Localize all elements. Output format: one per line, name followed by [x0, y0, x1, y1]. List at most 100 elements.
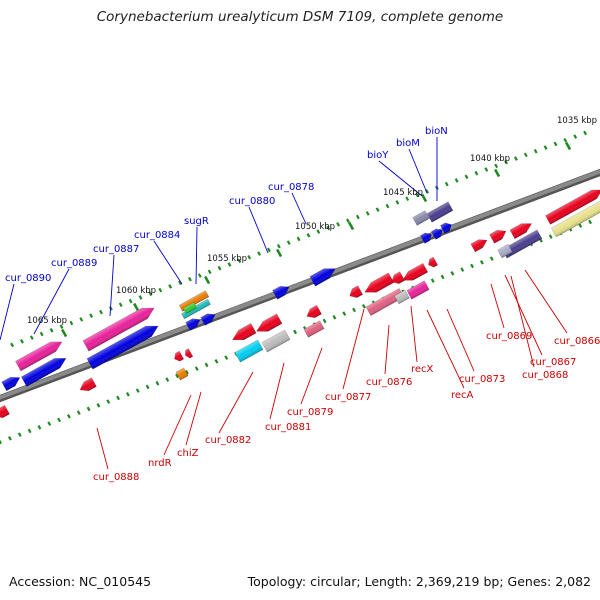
label-cur_0866: cur_0866: [554, 336, 600, 347]
leader-line: [426, 309, 465, 389]
label-cur_0881: cur_0881: [265, 422, 311, 433]
label-cur_0878: cur_0878: [268, 182, 314, 193]
leader-line: [0, 283, 15, 341]
gene-bioN: [426, 201, 454, 223]
scale-tick: [583, 130, 588, 136]
leader-line: [185, 391, 202, 446]
scale-tick: [118, 302, 123, 308]
major-tick: [494, 168, 501, 178]
gene-cur-0887-b: [86, 325, 159, 370]
scale-tick: [267, 247, 271, 253]
label-recX: recX: [411, 364, 434, 375]
scale-tick: [29, 335, 34, 340]
gene-edge: [0, 404, 10, 419]
major-tick: [204, 275, 211, 285]
scale-tick: [148, 291, 153, 297]
scale-tick: [588, 219, 593, 225]
scale-tick: [450, 271, 455, 276]
scale-tick: [204, 362, 209, 368]
gene-chiZ: [185, 348, 194, 359]
major-tick: [276, 248, 283, 258]
scale-tick: [145, 384, 150, 390]
scale-tick: [0, 439, 3, 445]
scale-tick: [474, 170, 479, 176]
scale-tick: [553, 141, 558, 147]
label-cur_0867: cur_0867: [530, 357, 576, 368]
label-bioY: bioY: [367, 150, 389, 161]
gene-nrdR: [174, 350, 185, 362]
gene-cur-0890-b: [1, 376, 21, 392]
gene-cur-0881: [256, 313, 283, 332]
scale-tick: [504, 159, 508, 165]
scale-tick: [470, 263, 475, 269]
label-cur_0889: cur_0889: [51, 258, 97, 269]
gene-cur-0880: [272, 285, 290, 300]
leader-line: [109, 254, 115, 317]
major-tick: [348, 221, 355, 231]
scale-tick: [128, 298, 133, 304]
scale-tick: [135, 388, 140, 393]
scale-tick: [227, 262, 232, 267]
gene-cur-0868-c: [497, 243, 513, 259]
gene-cur-0867: [550, 198, 600, 238]
scale-tick: [523, 152, 528, 158]
scale-tick: [405, 196, 410, 202]
gene-sugR: [178, 290, 210, 312]
gene-bioY-c: [420, 232, 432, 244]
label-cur_0868: cur_0868: [522, 370, 568, 381]
scale-tick: [27, 428, 32, 434]
gene-bioY-b: [431, 228, 443, 240]
gene-cur-0879-b: [303, 320, 325, 338]
leader-line: [490, 283, 505, 329]
gene-cur-0887: [82, 307, 155, 352]
label-bioN: bioN: [425, 126, 448, 137]
scale-tick: [79, 317, 84, 322]
scale-tick: [322, 318, 327, 324]
scale-tick: [257, 251, 262, 256]
scale-tick: [361, 304, 366, 309]
genome-backbone: [0, 168, 600, 403]
scale-tick: [106, 399, 111, 404]
scale-tick: [187, 276, 192, 282]
scale-tick: [578, 223, 583, 228]
scale-tick: [214, 359, 219, 364]
scale-tick: [175, 373, 180, 379]
scale-tick: [494, 163, 499, 169]
kbp-label: 1035 kbp: [557, 116, 597, 126]
scale-tick: [306, 233, 311, 238]
label-cur_0877: cur_0877: [325, 392, 371, 403]
leader-line: [291, 192, 307, 225]
leader-line: [378, 160, 423, 197]
gene-chiZ-b: [175, 367, 189, 381]
gene-cur-0882: [231, 322, 257, 341]
gene-cur-0873: [428, 256, 439, 268]
scale-tick: [237, 258, 242, 264]
kbp-label: 1065 kbp: [27, 316, 67, 326]
scale-tick: [59, 324, 64, 329]
gene-cur-0869: [489, 229, 507, 244]
scale-tick: [440, 274, 445, 280]
scale-tick: [217, 265, 222, 271]
gene-cur-0878: [309, 268, 336, 287]
scale-tick: [276, 243, 281, 249]
leader-line: [96, 427, 109, 470]
gene-cur-0884-b: [200, 313, 216, 326]
scale-tick: [489, 256, 494, 261]
scale-tick: [47, 421, 52, 426]
kbp-label: 1060 kbp: [116, 286, 156, 296]
gene-sugR-c: [182, 302, 198, 314]
leader-line: [248, 206, 269, 254]
leader-line: [410, 305, 418, 363]
leader-line: [218, 371, 254, 434]
scale-tick: [286, 240, 291, 245]
scale-tick: [207, 269, 212, 275]
leader-line: [153, 240, 183, 285]
scale-tick: [125, 392, 130, 397]
gene-recA: [394, 289, 410, 305]
scale-tick: [49, 328, 54, 333]
leader-line: [195, 226, 198, 285]
scale-tick: [76, 410, 81, 415]
gene-cur-0888: [79, 377, 97, 392]
leader-line: [342, 308, 365, 390]
gene-recX-b: [391, 271, 406, 284]
